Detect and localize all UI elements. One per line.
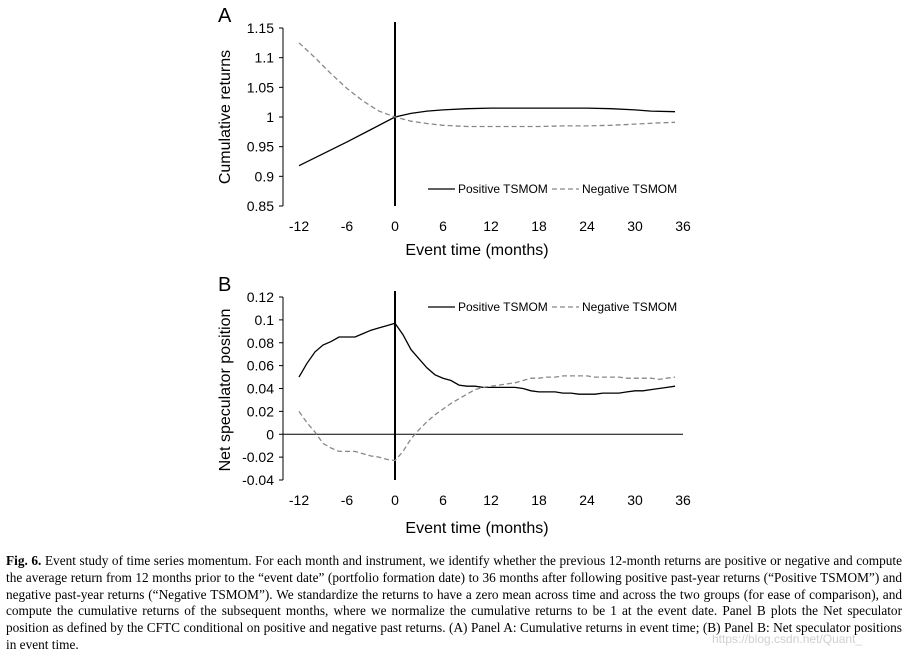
legend-label: Positive TSMOM — [458, 300, 548, 314]
caption-lead: Fig. 6. — [6, 553, 42, 568]
panel-a: A 0.85 0.9 0.95 1 1.05 1.1 1.15 -12 -6 0 6 12 18 24 30 3… — [217, 5, 691, 259]
figure-caption: Fig. 6. Event study of time series momen… — [6, 553, 902, 654]
y-tick-label: 1.15 — [247, 20, 274, 36]
y-tick-label: 1 — [266, 109, 274, 125]
x-tick-label: 12 — [483, 492, 499, 508]
x-axis-title: Event time (months) — [405, 242, 548, 259]
series-line-negative-tsmom — [298, 42, 676, 128]
series-line-positive-tsmom — [298, 322, 676, 395]
y-tick-label: 0 — [266, 426, 274, 442]
x-tick-label: -6 — [341, 492, 354, 508]
x-axis-title: Event time (months) — [405, 520, 548, 537]
x-tick-label: 6 — [439, 492, 447, 508]
y-tick-label: 0.95 — [247, 139, 274, 155]
x-tick-label: -12 — [289, 218, 309, 234]
legend-label: Positive TSMOM — [458, 182, 548, 196]
watermark-text: https://blog.csdn.net/Quant_ — [712, 632, 863, 646]
series-line-negative-tsmom — [298, 375, 676, 462]
x-tick-label: 12 — [483, 218, 499, 234]
y-tick-label: 1.05 — [247, 79, 274, 95]
legend: Positive TSMOM Negative TSMOM — [428, 182, 677, 196]
legend-label: Negative TSMOM — [582, 182, 677, 196]
x-tick-label: -12 — [289, 492, 309, 508]
legend-label: Negative TSMOM — [582, 300, 677, 314]
y-tick-label: 0.08 — [247, 335, 274, 351]
event-study-figure: A 0.85 0.9 0.95 1 1.05 1.1 1.15 -12 -6 0 6 12 18 24 30 3… — [217, 5, 691, 537]
y-tick-label: -0.04 — [242, 472, 274, 488]
panel-label: B — [218, 274, 231, 296]
x-tick-label: 24 — [579, 492, 595, 508]
y-tick-label: 0.85 — [247, 198, 274, 214]
y-tick-label: 0.04 — [247, 381, 274, 397]
y-tick-label: 0.06 — [247, 358, 274, 374]
x-tick-label: 0 — [391, 492, 399, 508]
x-tick-label: 6 — [439, 218, 447, 234]
legend: Positive TSMOM Negative TSMOM — [428, 300, 677, 314]
x-tick-label: 30 — [627, 492, 643, 508]
y-tick-label: -0.02 — [242, 449, 274, 465]
x-tick-label: -6 — [341, 218, 354, 234]
y-tick-label: 1.1 — [255, 50, 275, 66]
x-tick-label: 24 — [579, 218, 595, 234]
caption-body: Event study of time series momentum. For… — [6, 553, 902, 652]
y-tick-label: 0.12 — [247, 289, 274, 305]
series-line-positive-tsmom — [298, 107, 676, 167]
x-tick-label: 18 — [531, 492, 547, 508]
y-axis-title: Net speculator position — [217, 309, 234, 472]
y-tick-label: 0.1 — [255, 312, 275, 328]
y-axis-title: Cumulative returns — [217, 50, 234, 184]
x-tick-label: 18 — [531, 218, 547, 234]
x-tick-label: 30 — [627, 218, 643, 234]
y-tick-label: 0.02 — [247, 403, 274, 419]
y-tick-label: 0.9 — [255, 168, 275, 184]
x-tick-label: 36 — [675, 218, 691, 234]
x-tick-label: 36 — [675, 492, 691, 508]
panel-label: A — [218, 5, 232, 27]
panel-b: B -0.04 -0.02 0 0.02 0.04 0.06 0.08 0.1 0.12 -12 -6… — [217, 274, 691, 537]
x-tick-label: 0 — [391, 218, 399, 234]
